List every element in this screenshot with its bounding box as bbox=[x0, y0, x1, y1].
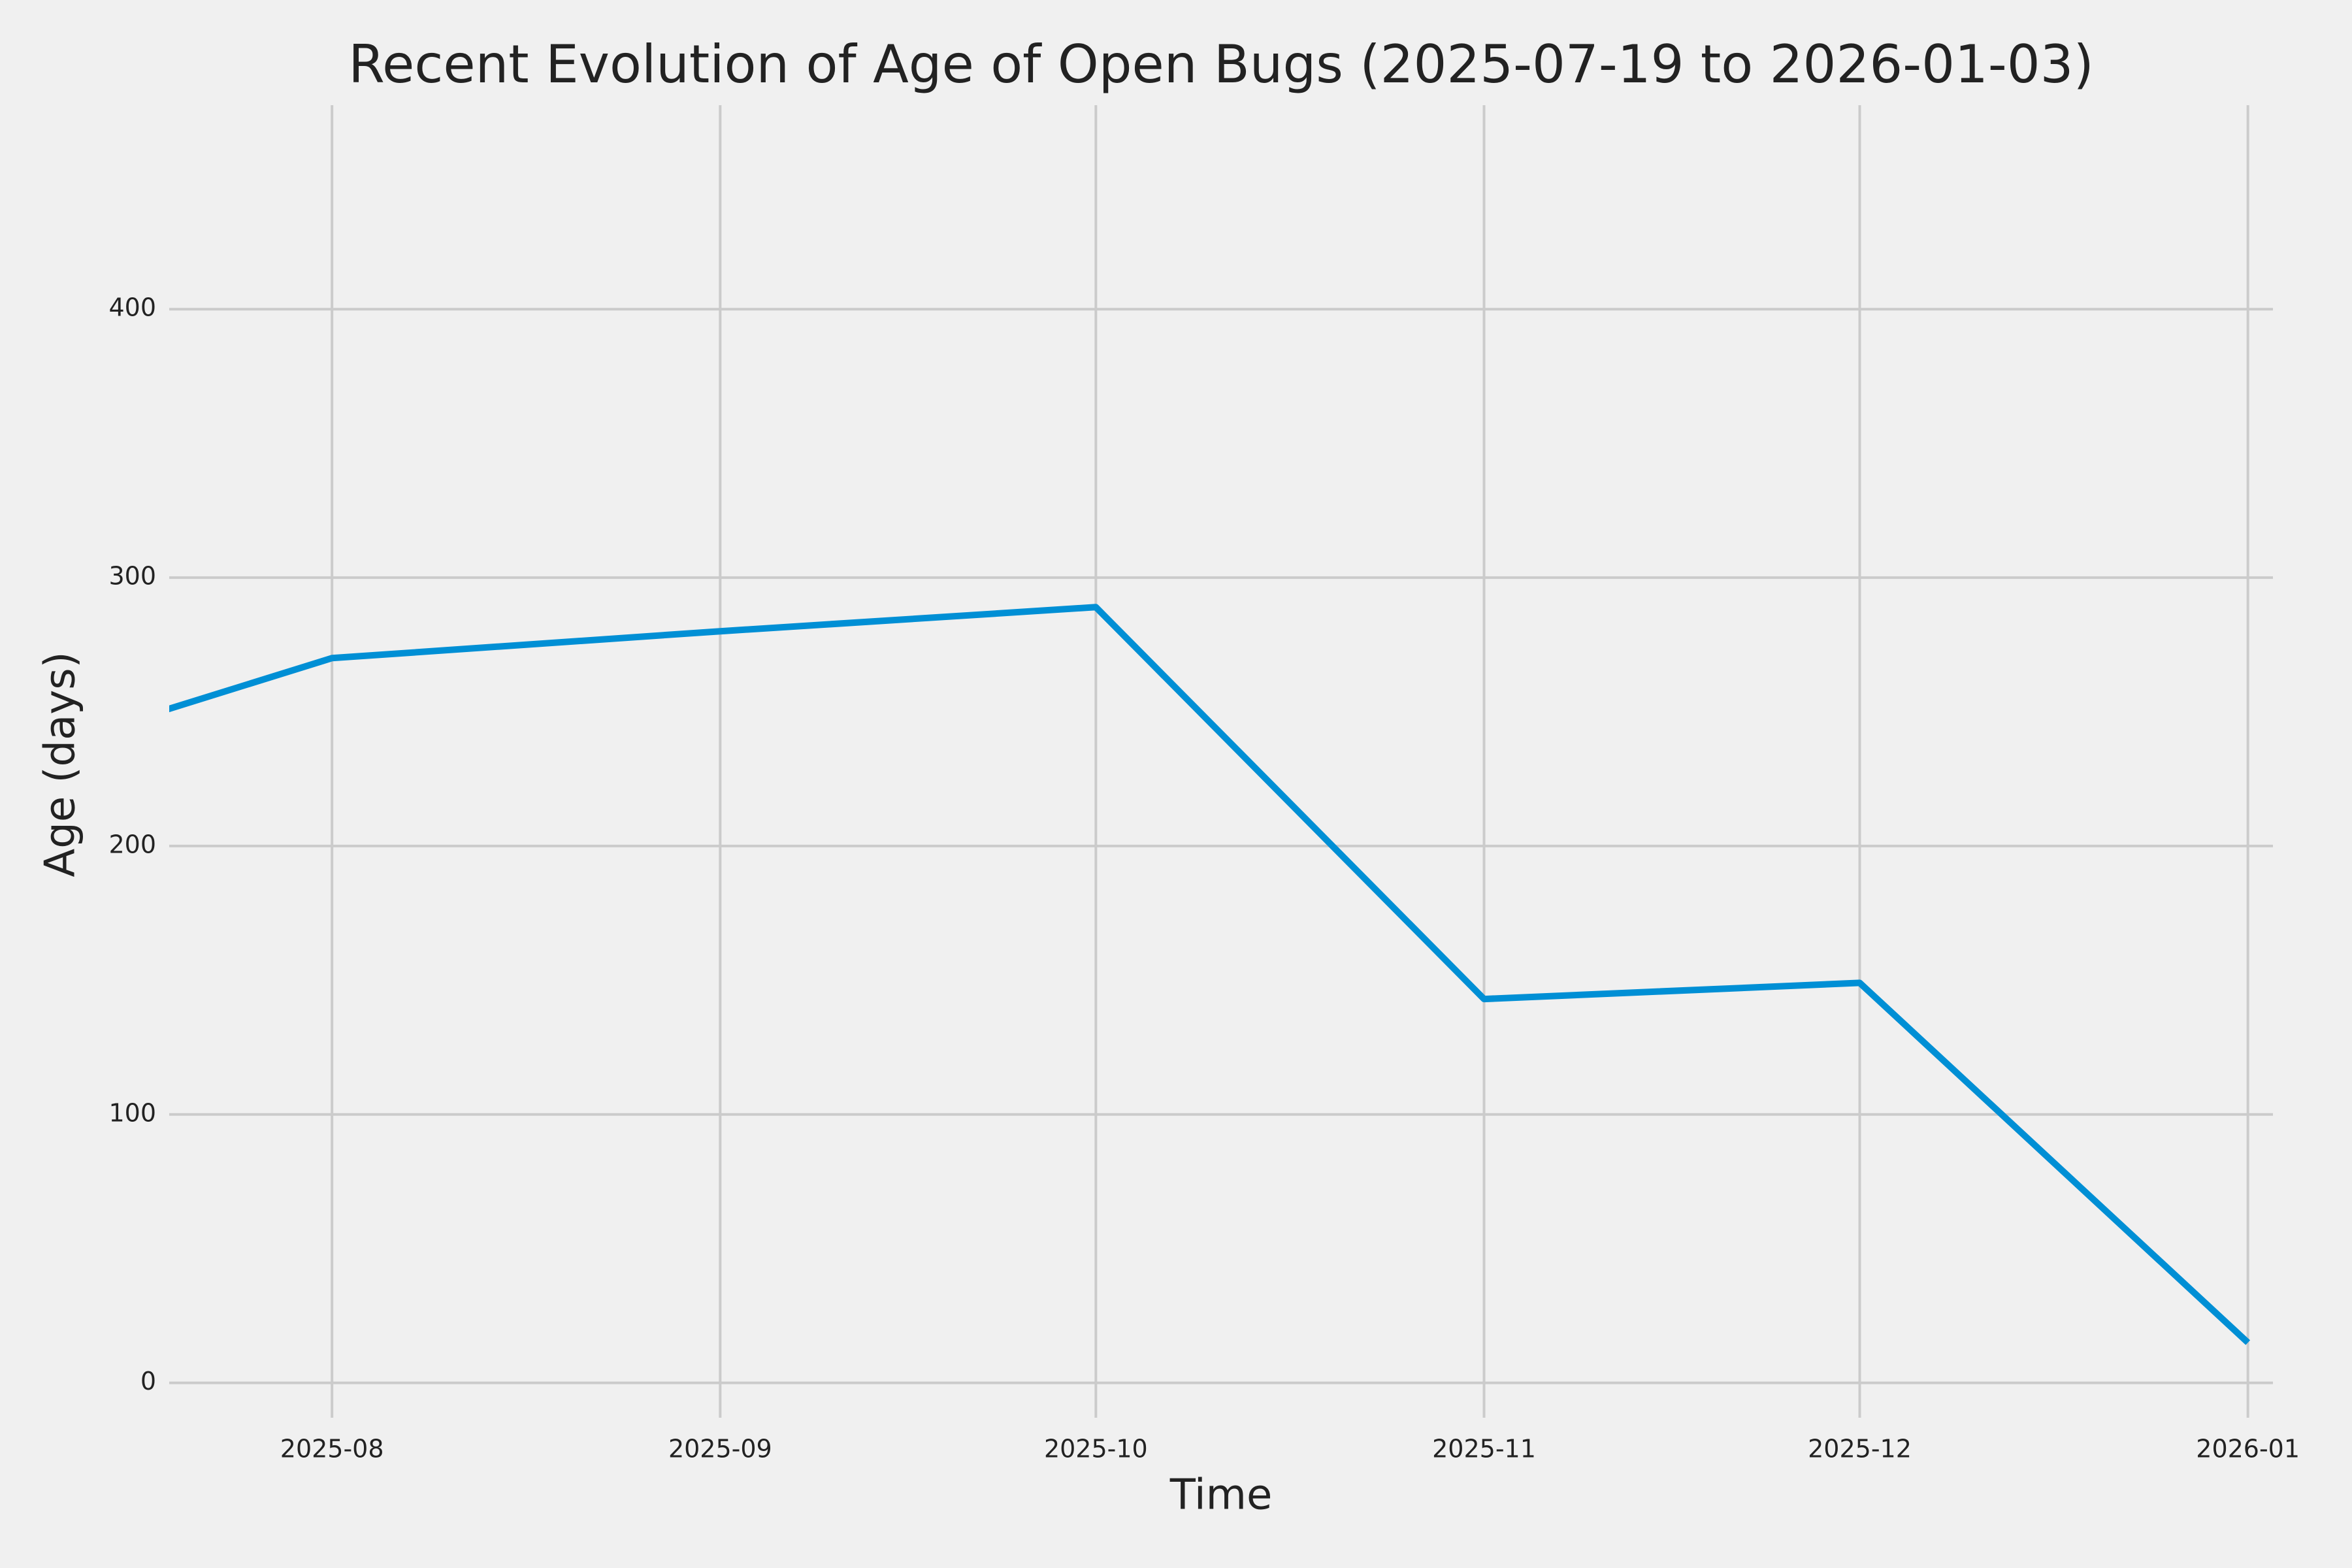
y-tick-label: 300 bbox=[108, 562, 156, 591]
x-tick-label: 2025-09 bbox=[668, 1435, 772, 1463]
line bbox=[169, 604, 2251, 1345]
chart-title: Recent Evolution of Age of Open Bugs (20… bbox=[348, 34, 2094, 95]
y-tick-label: 400 bbox=[108, 293, 156, 322]
x-axis-label: Time bbox=[1169, 1471, 1273, 1520]
x-tick-label: 2026-01 bbox=[2196, 1435, 2300, 1463]
plot-area bbox=[169, 604, 2251, 1345]
y-axis-label: Age (days) bbox=[37, 651, 85, 877]
y-tick-label: 200 bbox=[108, 830, 156, 858]
grid bbox=[169, 105, 2273, 1418]
x-tick-label: 2025-12 bbox=[1808, 1435, 1912, 1463]
x-tick-label: 2025-08 bbox=[280, 1435, 384, 1463]
x-tick-label: 2025-10 bbox=[1044, 1435, 1148, 1463]
y-tick-label: 100 bbox=[108, 1098, 156, 1127]
x-tick-label: 2025-11 bbox=[1432, 1435, 1536, 1463]
y-tick-label: 0 bbox=[140, 1367, 156, 1396]
